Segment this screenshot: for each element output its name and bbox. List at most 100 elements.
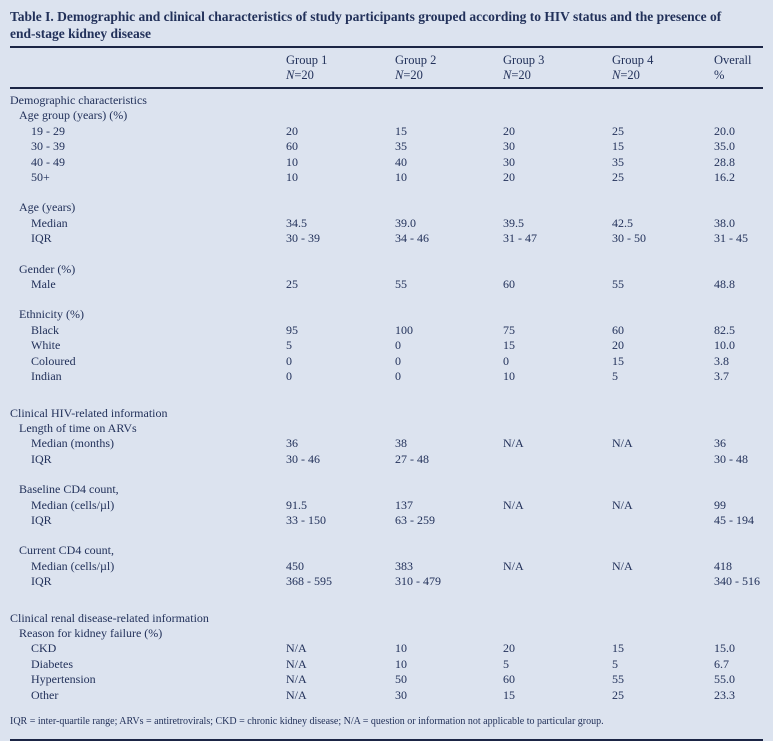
value-cell: 30 - 46	[286, 451, 320, 466]
value-cell: 38	[395, 436, 407, 451]
table-row: Length of time on ARVs	[10, 421, 763, 436]
value-cell: 15	[612, 353, 624, 368]
row-label: Coloured	[31, 353, 76, 368]
value-cell: 5	[612, 369, 618, 384]
value-cell	[503, 262, 612, 277]
row-label: Median (cells/µl)	[31, 497, 115, 512]
value-cell: N/A	[503, 558, 524, 573]
value-cell: N/A	[612, 558, 633, 573]
value-cell: 35.0	[714, 139, 735, 154]
table-row: Median (cells/µl) 91.5 137 N/A N/A 99	[10, 498, 763, 513]
value-cell: 137	[395, 497, 413, 512]
value-cell: 383	[395, 558, 413, 573]
value-cell: 45 - 194	[714, 512, 754, 527]
table-title: Table I. Demographic and clinical charac…	[10, 8, 763, 42]
value-cell: N/A	[286, 672, 307, 687]
value-cell: 30 - 48	[714, 451, 748, 466]
value-cell: 99	[714, 497, 726, 512]
value-cell: 20	[503, 641, 515, 656]
table-row: Black 95 100 75 60 82.5	[10, 323, 763, 338]
value-cell: N/A	[286, 641, 307, 656]
table-row: Median 34.5 39.0 39.5 42.5 38.0	[10, 216, 763, 231]
value-cell	[714, 262, 763, 277]
row-label: Clinical HIV-related information	[10, 405, 168, 420]
value-cell	[503, 626, 612, 641]
value-cell	[714, 108, 763, 123]
value-cell	[286, 108, 395, 123]
value-cell	[612, 200, 714, 215]
value-cell: 30	[503, 139, 515, 154]
title-rule	[10, 46, 763, 48]
value-cell	[503, 200, 612, 215]
row-label: 30 - 39	[31, 139, 65, 154]
table-row: IQR 30 - 39 34 - 46 31 - 47 30 - 50 31 - 45	[10, 231, 763, 246]
value-cell	[612, 543, 714, 558]
value-cell	[612, 262, 714, 277]
value-cell	[395, 88, 503, 108]
value-cell: 50	[395, 672, 407, 687]
value-cell	[286, 421, 395, 436]
value-cell: 0	[286, 369, 292, 384]
value-cell: 30	[395, 687, 407, 702]
value-cell: 23.3	[714, 687, 735, 702]
row-label: Diabetes	[31, 656, 73, 671]
row-spacer	[10, 385, 763, 406]
value-cell	[286, 626, 395, 641]
value-cell	[612, 88, 714, 108]
value-cell: 340 - 516	[714, 574, 760, 589]
table-row: Median (months) 36 38 N/A N/A 36	[10, 436, 763, 451]
value-cell	[395, 626, 503, 641]
row-label: 19 - 29	[31, 123, 65, 138]
value-cell: 310 - 479	[395, 574, 441, 589]
value-cell	[612, 421, 714, 436]
value-cell: 55	[612, 672, 624, 687]
row-label: 40 - 49	[31, 154, 65, 169]
table-row: 19 - 29 20 15 20 25 20.0	[10, 124, 763, 139]
value-cell: 0	[395, 338, 401, 353]
value-cell: 30	[503, 154, 515, 169]
value-cell: 418	[714, 558, 732, 573]
table-row: CKD N/A 10 20 15 15.0	[10, 641, 763, 656]
table-row: IQR 368 - 595 310 - 479 340 - 516	[10, 574, 763, 589]
value-cell: 20	[286, 123, 298, 138]
value-cell: 15	[503, 687, 515, 702]
spacer-row	[10, 292, 763, 307]
value-cell	[612, 452, 714, 467]
value-cell: 35	[395, 139, 407, 154]
table-row: Other N/A 30 15 25 23.3	[10, 688, 763, 703]
value-cell: 20	[503, 170, 515, 185]
value-cell	[612, 406, 714, 421]
value-cell: N/A	[612, 436, 633, 451]
value-cell: 91.5	[286, 497, 307, 512]
value-cell	[286, 482, 395, 497]
row-label: Other	[31, 687, 59, 702]
value-cell: 34 - 46	[395, 231, 429, 246]
column-header: Group 4 N=20	[612, 48, 714, 89]
value-cell	[395, 262, 503, 277]
row-label: Male	[31, 277, 56, 292]
value-cell	[714, 307, 763, 322]
value-cell	[714, 88, 763, 108]
row-label: Current CD4 count,	[19, 543, 114, 558]
row-label: Hypertension	[31, 672, 96, 687]
spacer-row	[10, 185, 763, 200]
column-header: Group 2 N=20	[395, 48, 503, 89]
spacer-row	[10, 590, 763, 611]
row-spacer	[10, 247, 763, 262]
value-cell: 39.5	[503, 215, 524, 230]
value-cell: 28.8	[714, 154, 735, 169]
spacer-row	[10, 247, 763, 262]
value-cell: 20	[503, 123, 515, 138]
value-cell	[503, 452, 612, 467]
value-cell: 0	[286, 353, 292, 368]
value-cell: 10	[286, 170, 298, 185]
value-cell: 0	[395, 369, 401, 384]
value-cell: 10	[395, 641, 407, 656]
value-cell	[714, 406, 763, 421]
value-cell: N/A	[503, 497, 524, 512]
table-row: Male 25 55 60 55 48.8	[10, 277, 763, 292]
column-header-name: Group 3	[503, 53, 545, 67]
value-cell	[503, 482, 612, 497]
value-cell	[714, 626, 763, 641]
value-cell	[395, 406, 503, 421]
